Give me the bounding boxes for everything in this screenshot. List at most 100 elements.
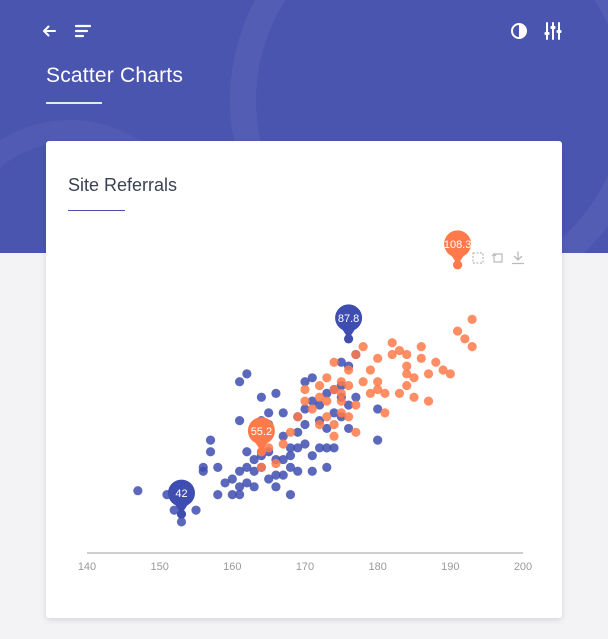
data-point [133, 486, 143, 496]
data-point [235, 377, 245, 387]
data-point [307, 466, 317, 476]
data-point [300, 419, 310, 430]
data-point [278, 431, 288, 441]
data-point [329, 419, 339, 430]
data-point [373, 353, 383, 363]
data-point [314, 443, 325, 453]
data-point [351, 392, 361, 402]
data-point [278, 408, 288, 418]
download-icon[interactable] [510, 250, 526, 266]
data-point [169, 505, 179, 515]
data-point [431, 357, 441, 367]
data-point [344, 400, 354, 410]
data-point [300, 439, 310, 449]
data-point [213, 462, 223, 472]
data-point [336, 357, 346, 367]
data-point [256, 462, 266, 472]
data-point [322, 373, 332, 383]
data-point [314, 400, 325, 410]
sliders-icon[interactable] [540, 18, 566, 44]
annotation-label: 87.8 [338, 313, 359, 325]
x-tick-label: 160 [223, 561, 241, 573]
chart-toolbar [470, 249, 526, 267]
data-point [380, 408, 390, 418]
data-point [402, 369, 412, 379]
data-point [358, 342, 368, 352]
data-point [307, 451, 317, 461]
data-point [314, 392, 325, 402]
data-point [336, 408, 346, 418]
data-point [314, 419, 325, 430]
data-point [205, 435, 216, 445]
data-point [460, 334, 470, 344]
x-tick-label: 140 [78, 561, 96, 573]
data-point [242, 369, 252, 379]
data-point [373, 435, 383, 445]
data-point [409, 373, 419, 383]
data-point [264, 474, 274, 484]
data-point [344, 380, 354, 391]
top-bar [0, 0, 608, 60]
data-point [227, 474, 237, 484]
data-point [271, 470, 281, 480]
x-tick-label: 200 [514, 561, 532, 573]
data-point [329, 408, 339, 418]
data-point [467, 314, 477, 324]
annotation-point [256, 447, 266, 457]
x-tick-label: 170 [296, 561, 314, 573]
data-point [300, 396, 310, 406]
select-icon[interactable] [470, 250, 486, 266]
data-point [235, 482, 245, 492]
contrast-icon[interactable] [506, 18, 532, 44]
page-title: Scatter Charts [46, 64, 184, 87]
data-point [300, 377, 310, 387]
data-point [314, 380, 325, 391]
data-point [293, 412, 303, 422]
data-point [242, 447, 252, 457]
data-point [198, 462, 208, 472]
annotation-pin [167, 479, 195, 507]
data-point [235, 466, 245, 476]
data-point [365, 365, 375, 375]
data-point [227, 490, 237, 500]
annotation-pin [335, 304, 363, 332]
data-point [322, 423, 332, 434]
chart-card: Site Referrals 140 150 160 170 180 190 200 87.8… [46, 141, 562, 618]
card-title-underline [68, 210, 125, 211]
data-point [285, 490, 296, 500]
data-point [249, 482, 259, 492]
data-point [402, 380, 412, 391]
data-point [453, 326, 463, 336]
scatter-chart: 140 150 160 170 180 190 200 87.8 55.2 42 108.3 [78, 230, 532, 573]
data-point [285, 451, 296, 461]
data-point [278, 439, 288, 449]
menu-lines-icon[interactable] [70, 18, 96, 44]
reset-icon[interactable] [490, 250, 506, 266]
data-point [394, 388, 405, 398]
data-point [351, 427, 361, 437]
annotation-point [344, 334, 354, 344]
data-point [271, 388, 281, 398]
x-tick-label: 190 [441, 561, 459, 573]
data-point [264, 408, 274, 418]
data-point [278, 470, 288, 480]
annotation-label: 42 [175, 488, 187, 500]
data-point [293, 443, 303, 453]
data-point [322, 396, 332, 406]
data-point [271, 482, 281, 492]
data-point [285, 462, 296, 472]
data-point [285, 427, 296, 437]
data-point [220, 478, 230, 488]
data-point [416, 353, 426, 363]
data-point [307, 404, 317, 414]
data-point [365, 388, 375, 398]
data-point [344, 412, 354, 422]
data-point [387, 349, 397, 360]
data-point [278, 454, 288, 465]
x-tick-label: 150 [150, 561, 168, 573]
arrow-left-icon[interactable] [36, 18, 62, 44]
data-point [329, 384, 339, 395]
data-point [249, 466, 259, 476]
data-point [300, 404, 310, 414]
annotation-pin [247, 417, 275, 445]
